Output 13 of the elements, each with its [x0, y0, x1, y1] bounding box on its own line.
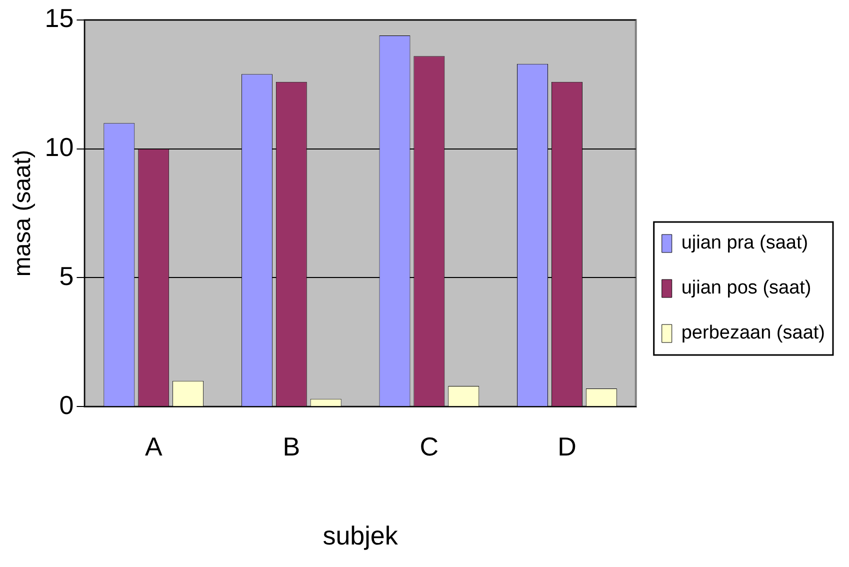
- y-tick-label: 5: [59, 260, 74, 291]
- x-tick-label: A: [144, 431, 163, 462]
- y-tick-label: 15: [44, 3, 74, 34]
- y-tick-label: 10: [44, 132, 74, 162]
- y-tick-label: 0: [59, 390, 74, 420]
- legend-label: perbezaan (saat): [681, 322, 826, 344]
- x-tick-label: B: [282, 431, 300, 462]
- legend-label: ujian pos (saat): [681, 278, 812, 299]
- x-axis-title: subjek: [322, 520, 399, 551]
- legend-label: ujian pra (saat): [681, 232, 808, 254]
- x-tick-label: C: [420, 431, 439, 462]
- y-axis-title: masa (saat): [9, 150, 36, 277]
- x-tick-label: D: [558, 431, 576, 462]
